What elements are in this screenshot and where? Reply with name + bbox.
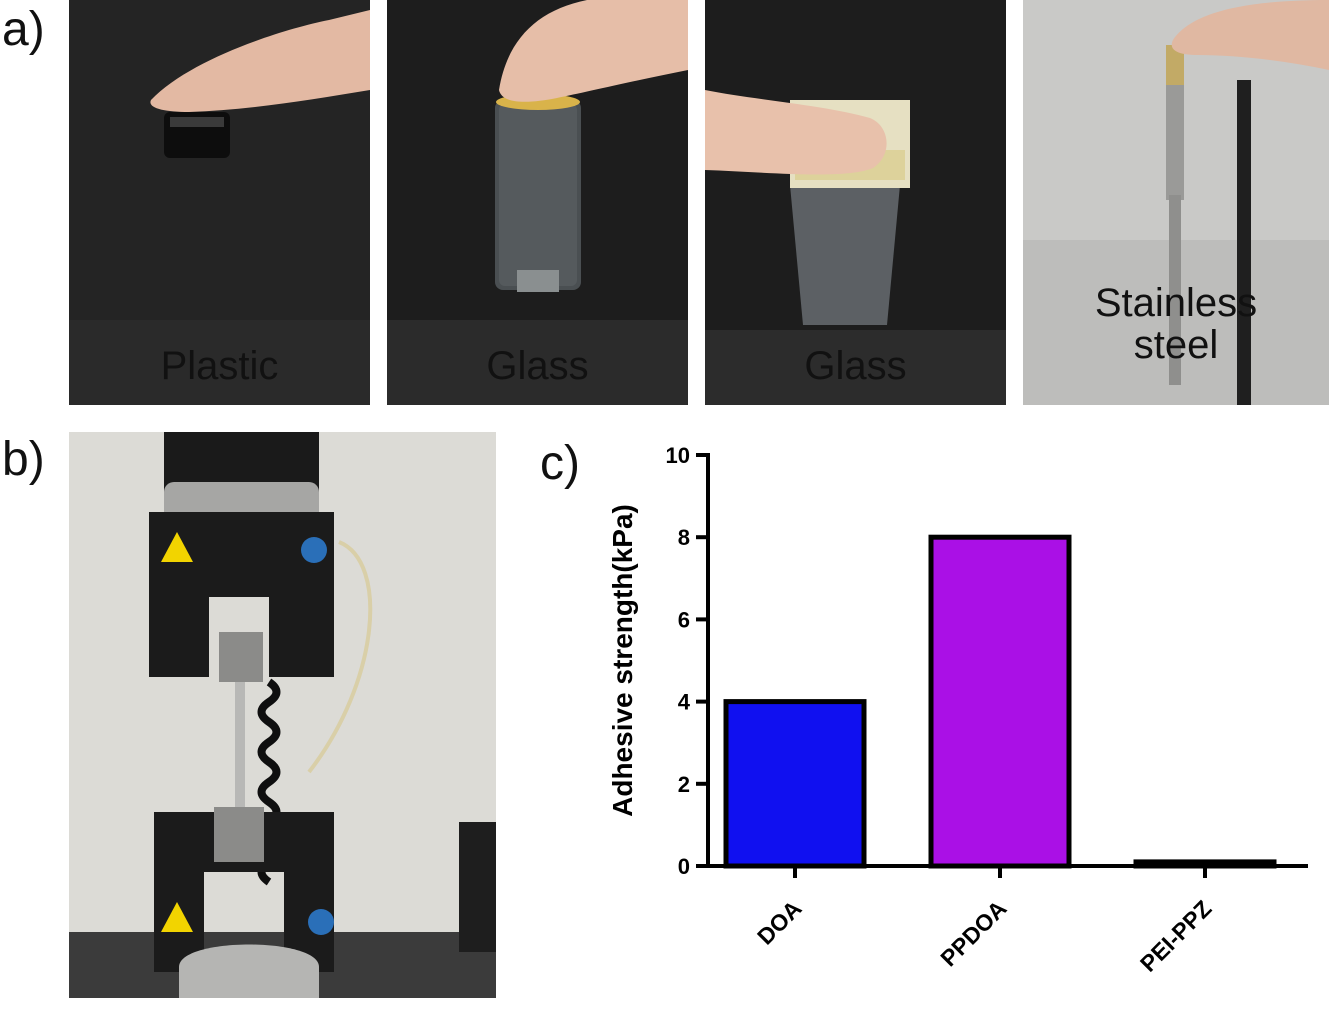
x-category-label-doa: DOA: [752, 895, 807, 950]
photo-label-glass-vial: Glass: [387, 344, 688, 389]
photo-glass-vial: Glass: [387, 0, 688, 405]
y-tick-label-2: 2: [678, 772, 690, 797]
tensile-tester-illustration: [69, 432, 496, 998]
panel-b-label: b): [2, 433, 45, 486]
bar-doa: [723, 699, 867, 869]
adhesive-strength-chart: 0 2 4 6 8 10 DOA PPDOA PEI-PPZ Adhesive strength(…: [607, 443, 1308, 977]
y-tick-label-8: 8: [678, 525, 690, 550]
x-category-label-ppdoa: PPDOA: [935, 895, 1011, 971]
stainless-steel-illustration: [1023, 0, 1329, 405]
y-tick-label-6: 6: [678, 607, 690, 632]
label-line: Glass: [804, 344, 907, 388]
plot-area: 0 2 4 6 8 10 DOA PPDOA PEI-PPZ Adhesive strength(…: [607, 443, 1308, 977]
panel-a-label: a): [2, 3, 45, 56]
label-line: Glass: [486, 344, 589, 388]
photo-plastic: Plastic: [69, 0, 370, 405]
glass-slide-illustration: [705, 0, 1006, 405]
photo-stainless-steel: Stainless steel: [1023, 0, 1329, 405]
photo-label-glass-slide: Glass: [705, 344, 1006, 389]
photo-label-plastic: Plastic: [69, 344, 370, 389]
label-line: Plastic: [160, 344, 279, 388]
photo-glass-slide: Glass: [705, 0, 1006, 405]
photo-tensile-tester: [69, 432, 496, 998]
y-tick-label-0: 0: [678, 854, 690, 879]
plastic-photo-illustration: [69, 0, 370, 405]
photo-label-stainless-steel: Stainless steel: [1023, 282, 1329, 366]
label-line: steel: [1133, 323, 1219, 367]
x-category-label-pei-ppz: PEI-PPZ: [1135, 895, 1217, 977]
y-axis-label: Adhesive strength(kPa): [607, 504, 638, 817]
bar-ppdoa: [928, 534, 1072, 869]
label-line: Stainless: [1094, 281, 1258, 325]
y-tick-label-10: 10: [666, 443, 690, 468]
y-tick-label-4: 4: [678, 690, 691, 715]
panel-c-label: c): [540, 437, 580, 490]
glass-vial-illustration: [387, 0, 688, 405]
